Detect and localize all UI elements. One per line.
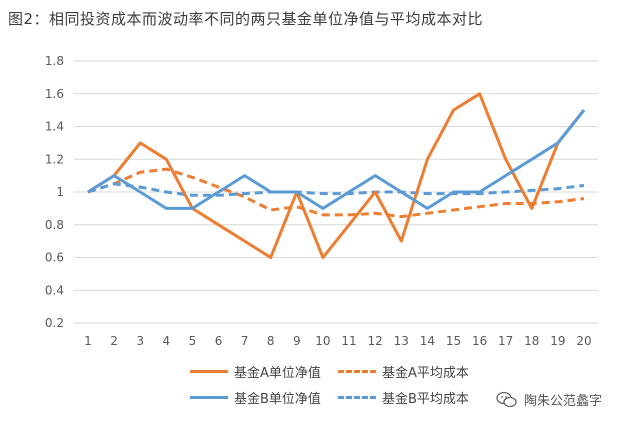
x-tick-label: 2: [110, 334, 118, 348]
y-axis: 0.2 0.4 0.6 0.8 1 1.2 1.4 1.6 1.8: [45, 54, 64, 330]
y-tick-label: 0.6: [45, 251, 64, 265]
x-tick-label: 3: [136, 334, 144, 348]
x-axis: 1 2 3 4 5 6 7 8 9 10 11 12 13 14 15 16 17 18 19 20: [84, 334, 591, 348]
x-tick-label: 15: [446, 334, 461, 348]
x-tick-label: 16: [472, 334, 487, 348]
y-tick-label: 0.2: [45, 316, 64, 330]
legend-swatch: [338, 396, 376, 399]
x-tick-label: 11: [341, 334, 356, 348]
legend-label: 基金A平均成本: [382, 366, 469, 381]
legend-swatch: [338, 370, 376, 373]
y-tick-label: 1.4: [45, 120, 64, 134]
x-tick-label: 14: [420, 334, 435, 348]
x-tick-label: 17: [498, 334, 513, 348]
y-tick-label: 0.8: [45, 218, 64, 232]
x-tick-label: 10: [315, 334, 330, 348]
x-tick-label: 19: [550, 334, 565, 348]
wechat-icon: [496, 391, 518, 409]
legend-swatch: [190, 370, 228, 373]
series-line-3: [87, 109, 586, 210]
legend-item-fund-b-avg-cost: 基金B平均成本: [338, 388, 469, 407]
legend-label: 基金B单位净值: [234, 392, 321, 407]
chart-title: 图2：相同投资成本而波动率不同的两只基金单位净值与平均成本对比: [8, 10, 484, 28]
x-tick-label: 7: [241, 334, 249, 348]
x-tick-label: 1: [84, 334, 92, 348]
legend-swatch: [190, 396, 228, 399]
legend-item-fund-a-avg-cost: 基金A平均成本: [338, 362, 469, 381]
series-line-1: [87, 92, 586, 259]
legend-item-fund-a-nav: 基金A单位净值: [190, 362, 321, 381]
y-tick-label: 0.4: [45, 283, 64, 297]
x-tick-label: 6: [215, 334, 223, 348]
x-tick-label: 20: [576, 334, 591, 348]
y-tick-label: 1.8: [45, 54, 64, 68]
series-layer: [87, 92, 586, 259]
x-tick-label: 13: [394, 334, 409, 348]
x-tick-label: 8: [267, 334, 275, 348]
x-tick-label: 18: [524, 334, 539, 348]
watermark-text: 陶朱公范蠡字: [524, 394, 603, 409]
series-line-2: [87, 167, 585, 219]
x-tick-label: 9: [293, 334, 301, 348]
y-tick-label: 1: [56, 185, 64, 199]
legend-label: 基金B平均成本: [382, 392, 469, 407]
legend-label: 基金A单位净值: [234, 366, 321, 381]
y-tick-label: 1.2: [45, 152, 64, 166]
series-line-4: [87, 182, 585, 197]
x-tick-label: 4: [162, 334, 170, 348]
x-tick-label: 5: [189, 334, 197, 348]
gridlines: [74, 60, 598, 324]
watermark: 陶朱公范蠡字: [496, 390, 602, 409]
x-tick-label: 12: [368, 334, 383, 348]
y-tick-label: 1.6: [45, 87, 64, 101]
legend-item-fund-b-nav: 基金B单位净值: [190, 388, 321, 407]
